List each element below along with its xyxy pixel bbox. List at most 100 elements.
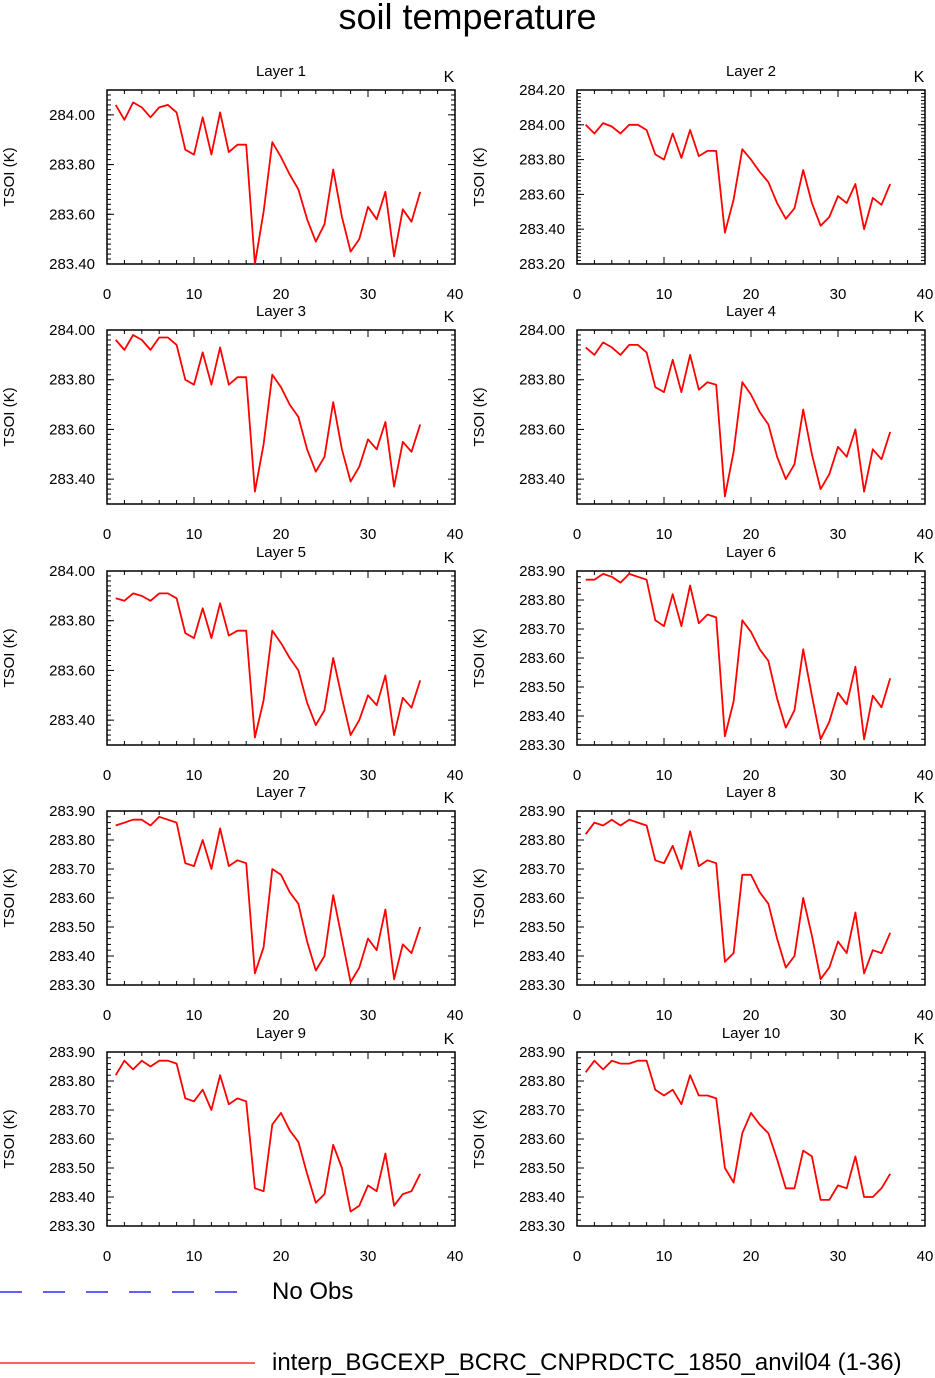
y-tick-label: 284.00 [49, 563, 95, 580]
y-tick-label: 284.00 [519, 117, 565, 134]
x-tick-label: 30 [360, 1007, 377, 1024]
series-line-1 [114, 101, 422, 265]
x-tick-label: 20 [273, 526, 290, 543]
chart-panel-10: 0 10 20 30 40 283.30 283.40 283.50 283.60 283.70 2… [471, 1025, 933, 1265]
x-tick-label: 0 [573, 767, 581, 784]
x-tick-label: 10 [656, 286, 673, 303]
panel-units: K [444, 309, 455, 326]
x-tick-label: 0 [573, 1007, 581, 1024]
x-tick-label: 0 [103, 1248, 111, 1265]
plot-frame [576, 329, 926, 505]
panel-units: K [444, 69, 455, 86]
y-tick-label: 283.60 [519, 421, 565, 438]
plot-frame [106, 89, 456, 265]
x-tick-label: 0 [103, 286, 111, 303]
plot-frame [576, 570, 926, 746]
chart-panel-7: 0 10 20 30 40 283.30 283.40 283.50 283.60 283.70 2… [1, 784, 463, 1024]
panel-title: Layer 4 [726, 303, 776, 320]
x-tick-label: 20 [743, 286, 760, 303]
panel-units: K [914, 309, 925, 326]
series-line-1 [115, 815, 422, 983]
x-tick-label: 30 [360, 767, 377, 784]
y-axis-label: TSOI (K) [471, 147, 488, 206]
legend-lines [0, 1291, 255, 1364]
x-tick-label: 40 [917, 1007, 934, 1024]
x-tick-label: 30 [360, 526, 377, 543]
chart-panel-3: 0 10 20 30 40 283.40 283.60 283.80 284.00 Layer 3… [1, 303, 463, 543]
x-tick-label: 30 [360, 286, 377, 303]
panel-title: Layer 2 [726, 63, 776, 80]
y-tick-label: 283.60 [49, 1131, 95, 1148]
panel-title: Layer 3 [256, 303, 306, 320]
series-line-1 [585, 341, 892, 498]
figure-title: soil temperature [338, 0, 597, 37]
plot-frame [106, 329, 456, 505]
y-tick-label: 283.70 [49, 1102, 95, 1119]
x-tick-label: 10 [186, 286, 203, 303]
x-tick-label: 20 [273, 1248, 290, 1265]
x-tick-label: 30 [830, 767, 847, 784]
y-tick-label: 283.80 [519, 1073, 565, 1090]
y-tick-label: 283.60 [49, 662, 95, 679]
y-tick-label: 283.80 [519, 152, 565, 169]
plot-frame [106, 570, 456, 746]
x-tick-label: 20 [743, 767, 760, 784]
y-tick-label: 283.50 [519, 1160, 565, 1177]
y-tick-label: 283.90 [49, 803, 95, 820]
x-tick-label: 0 [103, 767, 111, 784]
panel-title: Layer 7 [256, 784, 306, 801]
series-line-1 [115, 334, 422, 493]
chart-panel-5: 0 10 20 30 40 283.40 283.60 283.80 284.00 Layer 5… [1, 544, 463, 784]
y-tick-label: 283.20 [519, 256, 565, 273]
series-line-1 [585, 122, 892, 234]
y-tick-label: 283.70 [519, 621, 565, 638]
panel-units: K [444, 1031, 455, 1048]
x-tick-label: 30 [830, 1248, 847, 1265]
panel-title: Layer 8 [726, 784, 776, 801]
y-tick-label: 283.90 [49, 1044, 95, 1061]
y-axis-label: TSOI (K) [471, 868, 488, 927]
panel-title: Layer 1 [256, 63, 306, 80]
panel-title: Layer 5 [256, 544, 306, 561]
y-tick-label: 283.60 [519, 186, 565, 203]
y-tick-label: 283.30 [49, 977, 95, 994]
y-tick-label: 283.80 [519, 372, 565, 389]
x-tick-label: 0 [103, 526, 111, 543]
y-tick-label: 283.60 [49, 206, 95, 223]
x-tick-label: 40 [447, 286, 464, 303]
y-axis-label: TSOI (K) [1, 387, 18, 446]
y-tick-label: 283.80 [49, 372, 95, 389]
y-tick-label: 283.60 [49, 421, 95, 438]
y-tick-label: 283.80 [49, 613, 95, 630]
x-tick-label: 40 [917, 767, 934, 784]
chart-panel-2: 0 10 20 30 40 283.20 283.40 283.60 283.80 284.00 2… [471, 63, 933, 303]
y-tick-label: 283.90 [519, 803, 565, 820]
chart-panel-8: 0 10 20 30 40 283.30 283.40 283.50 283.60 283.70 2… [471, 784, 933, 1024]
series-line-1 [114, 1059, 422, 1213]
legend-label-model: interp_BGCEXP_BCRC_CNPRDCTC_1850_anvil04… [272, 1349, 902, 1376]
x-tick-label: 40 [917, 526, 934, 543]
y-axis-label: TSOI (K) [1, 147, 18, 206]
x-tick-label: 20 [743, 526, 760, 543]
y-tick-label: 283.40 [519, 1189, 565, 1206]
x-tick-label: 30 [830, 526, 847, 543]
y-tick-label: 283.90 [519, 1044, 565, 1061]
panel-units: K [914, 69, 925, 86]
chart-panel-9: 0 10 20 30 40 283.30 283.40 283.50 283.60 283.70 2… [1, 1025, 463, 1265]
series-line-1 [585, 573, 892, 741]
x-tick-label: 10 [186, 526, 203, 543]
y-tick-label: 283.50 [49, 1160, 95, 1177]
panel-title: Layer 6 [726, 544, 776, 561]
y-tick-label: 283.40 [519, 948, 565, 965]
y-tick-label: 283.50 [49, 919, 95, 936]
x-tick-label: 40 [917, 1248, 934, 1265]
series-line-1 [115, 592, 422, 739]
y-tick-label: 283.80 [519, 832, 565, 849]
y-tick-label: 283.40 [49, 256, 95, 273]
x-tick-label: 30 [360, 1248, 377, 1265]
chart-panel-4: 0 10 20 30 40 283.40 283.60 283.80 284.00 Layer 4… [471, 303, 933, 543]
y-tick-label: 283.60 [519, 890, 565, 907]
y-tick-label: 283.40 [519, 708, 565, 725]
y-axis-label: TSOI (K) [471, 1109, 488, 1168]
y-tick-label: 283.50 [519, 919, 565, 936]
